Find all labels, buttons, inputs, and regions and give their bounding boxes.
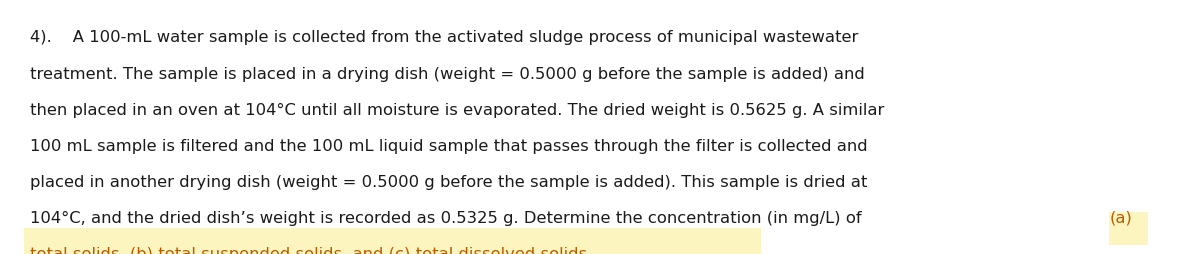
Text: total solids, (b) total suspended solids, and (c) total dissolved solids.: total solids, (b) total suspended solids… (30, 247, 593, 254)
Text: 4).    A 100-mL water sample is collected from the activated sludge process of m: 4). A 100-mL water sample is collected f… (30, 30, 858, 45)
Text: then placed in an oven at 104°C until all moisture is evaporated. The dried weig: then placed in an oven at 104°C until al… (30, 103, 884, 118)
Text: treatment. The sample is placed in a drying dish (weight = 0.5000 g before the s: treatment. The sample is placed in a dry… (30, 67, 865, 82)
Text: placed in another drying dish (weight = 0.5000 g before the sample is added). Th: placed in another drying dish (weight = … (30, 175, 868, 190)
Text: (a): (a) (1110, 211, 1133, 226)
Text: 104°C, and the dried dish’s weight is recorded as 0.5325 g. Determine the concen: 104°C, and the dried dish’s weight is re… (30, 211, 866, 226)
Bar (1109, 212, 1147, 245)
Bar (24, 228, 762, 254)
Text: 100 mL sample is filtered and the 100 mL liquid sample that passes through the f: 100 mL sample is filtered and the 100 mL… (30, 139, 868, 154)
